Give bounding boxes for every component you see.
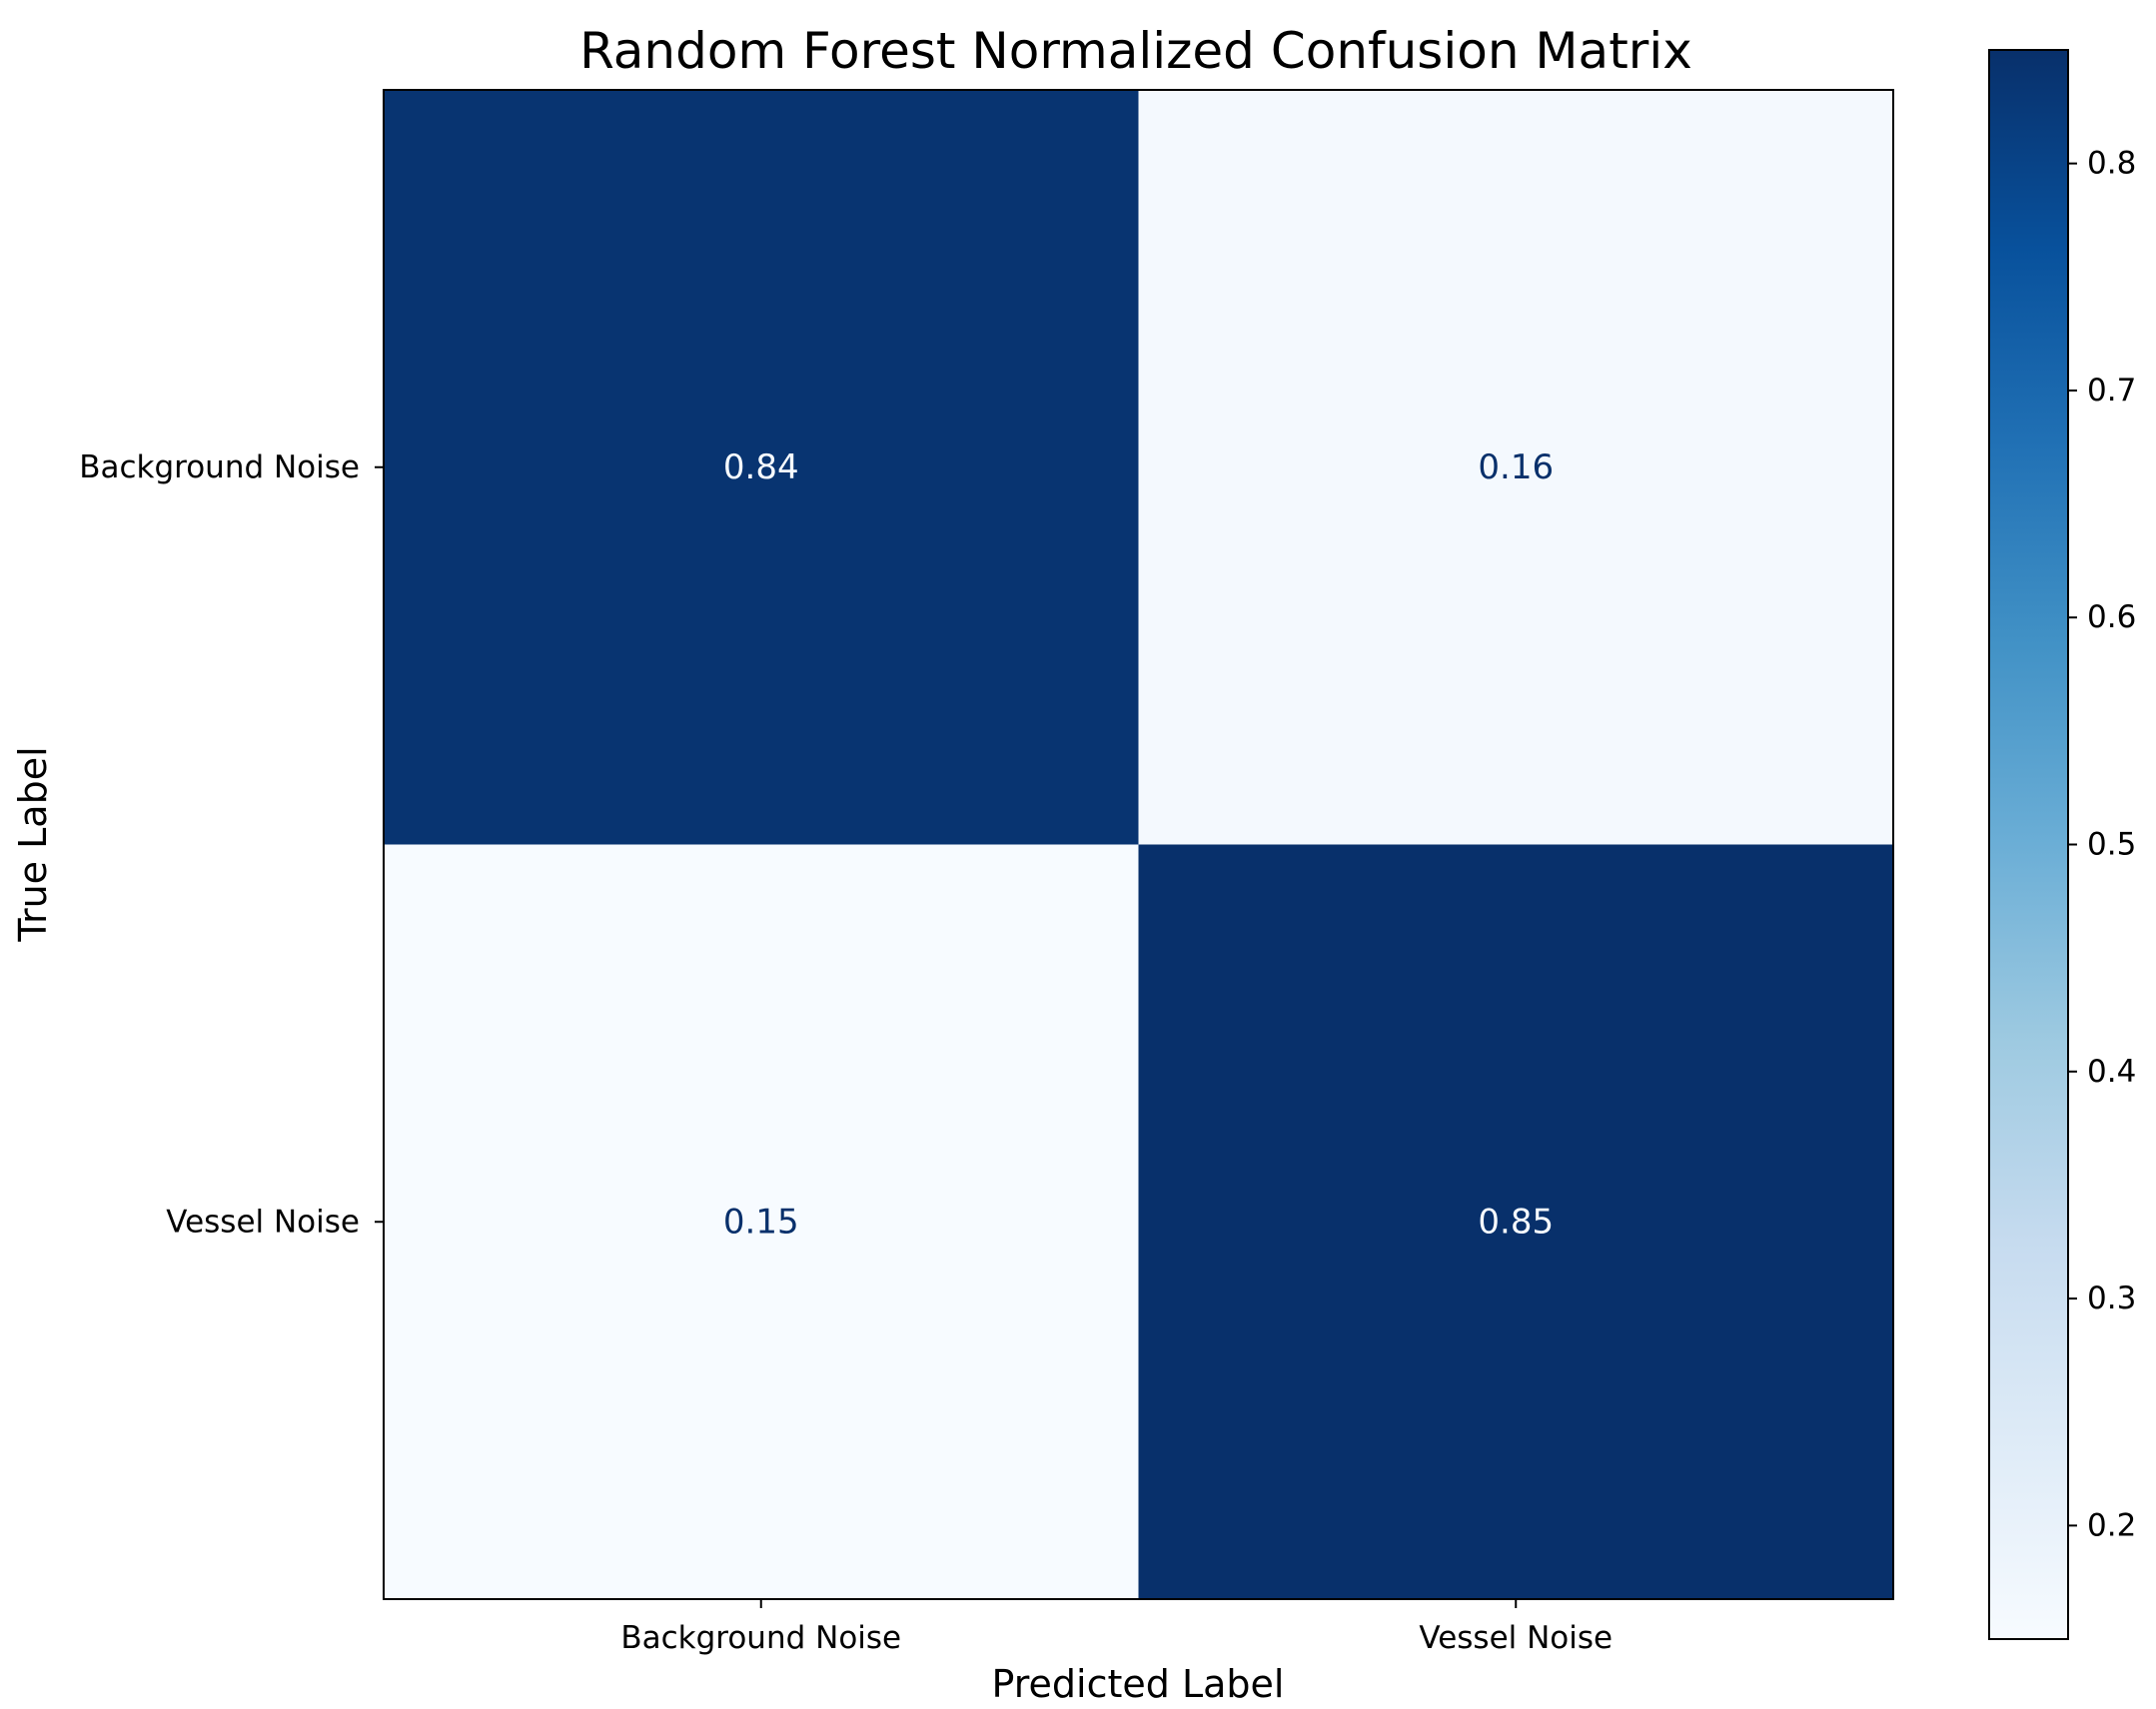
matrix-frame — [383, 89, 1894, 1600]
colorbar-ticks: 0.2 0.3 0.4 0.5 0.6 0.7 0.8 — [2068, 146, 2136, 1543]
colorbar-tick-label-2: 0.4 — [2087, 1054, 2136, 1090]
colorbar-tick-label-6: 0.8 — [2087, 146, 2136, 182]
colorbar-tick-label-4: 0.6 — [2087, 599, 2136, 635]
y-tick-label-1: Vessel Noise — [166, 1204, 360, 1240]
matrix-cell-labels: 0.84 0.16 0.15 0.85 — [723, 447, 1554, 1243]
cell-value-1-1: 0.85 — [1478, 1202, 1554, 1242]
matrix-cell-1-0 — [384, 844, 1139, 1600]
matrix-cell-0-0 — [384, 90, 1139, 845]
x-axis-ticks: Background Noise Vessel Noise — [620, 1599, 1613, 1656]
cell-value-1-0: 0.15 — [723, 1202, 799, 1242]
y-axis-label: True Label — [11, 746, 55, 942]
colorbar-tick-label-0: 0.2 — [2087, 1507, 2136, 1543]
cell-value-0-1: 0.16 — [1478, 447, 1554, 487]
x-axis-label: Predicted Label — [992, 1662, 1285, 1706]
matrix-cells — [384, 90, 1894, 1600]
cell-value-0-0: 0.84 — [723, 447, 799, 487]
colorbar — [1988, 49, 2069, 1640]
colorbar-tick-label-5: 0.7 — [2087, 373, 2136, 409]
matrix-cell-1-1 — [1138, 844, 1894, 1600]
y-axis-ticks: Background Noise Vessel Noise — [79, 449, 384, 1240]
matrix-cell-0-1 — [1138, 90, 1894, 845]
colorbar-tick-label-3: 0.5 — [2087, 827, 2136, 863]
y-tick-label-0: Background Noise — [79, 449, 360, 485]
colorbar-tick-label-1: 0.3 — [2087, 1281, 2136, 1316]
x-tick-label-1: Vessel Noise — [1419, 1620, 1613, 1656]
chart-title: Random Forest Normalized Confusion Matri… — [579, 22, 1692, 80]
x-tick-label-0: Background Noise — [620, 1620, 901, 1656]
